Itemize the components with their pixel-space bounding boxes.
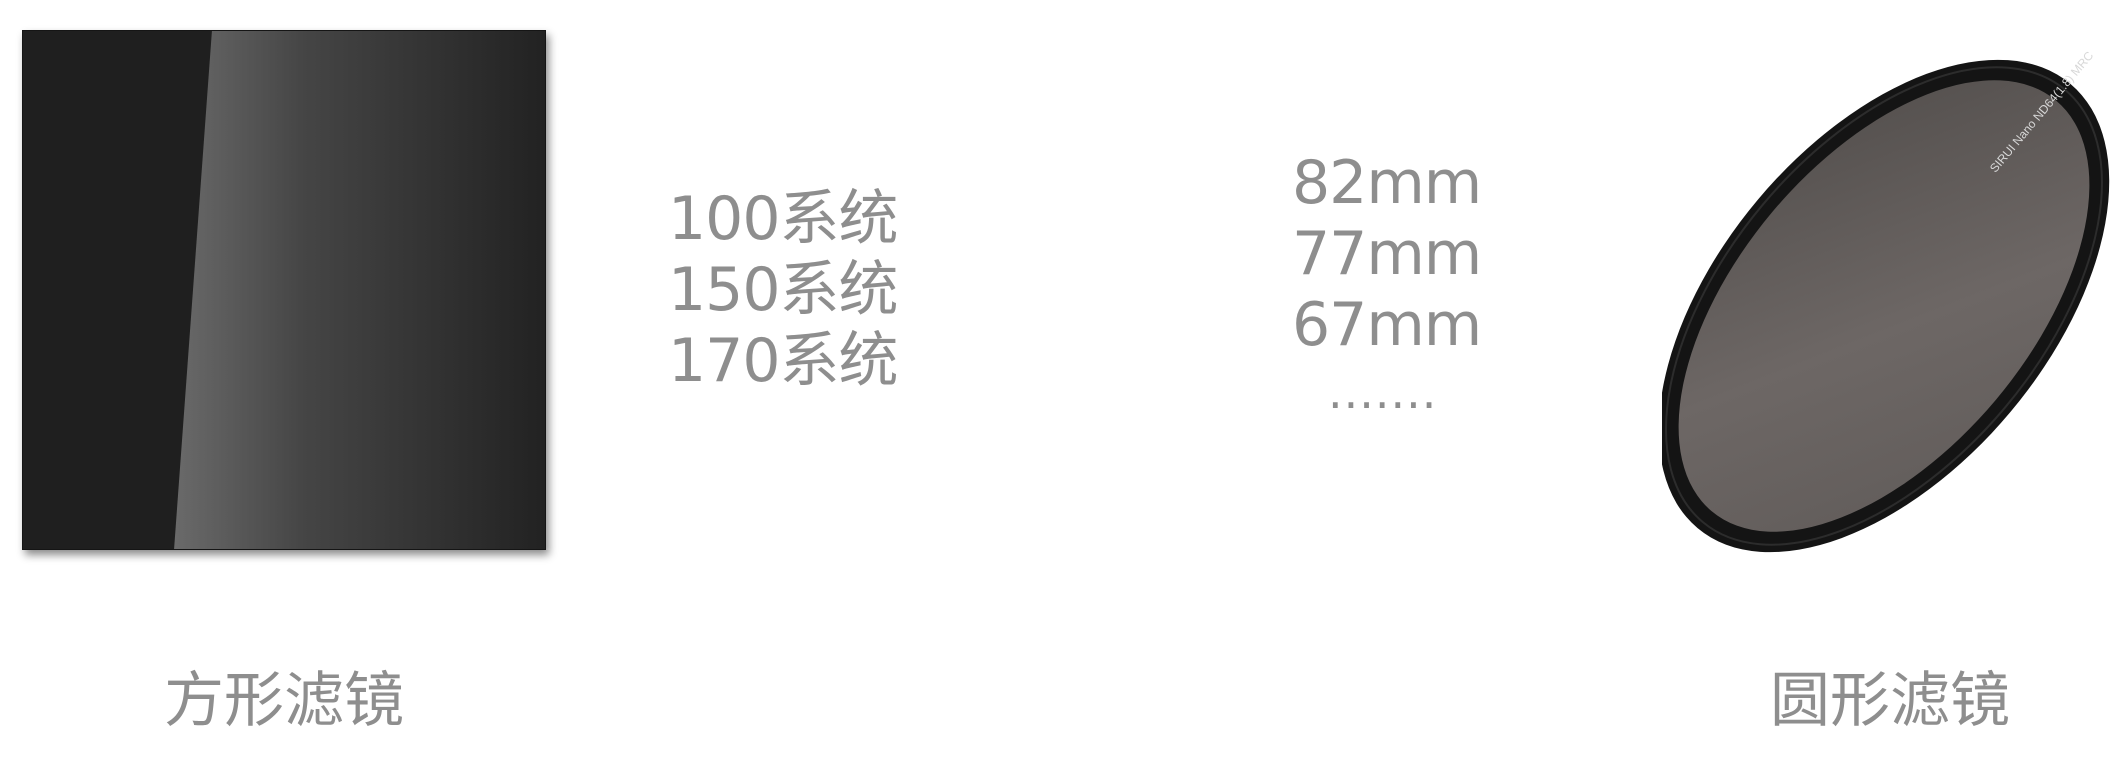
square-size-item: 100系统 [668,184,899,254]
square-size-item: 150系统 [668,255,899,325]
round-filter-caption: 圆形滤镜 [1770,666,2010,736]
square-size-item: 170系统 [668,326,899,396]
square-filter-size-list: 100系统 150系统 170系统 [668,184,899,397]
square-filter-reflection [174,30,546,550]
more-sizes-ellipsis: ....... [1328,365,1438,419]
round-filter-image: SIRUI Nano ND64(1.8) MRC [1662,30,2114,590]
square-filter-image [22,30,546,550]
round-size-item: 77mm [1292,219,1482,289]
round-size-item: 67mm [1292,290,1482,360]
round-filter-glass [1678,80,2090,532]
square-filter-graphic [22,30,546,550]
round-filter-ring-edge [1665,66,2103,546]
round-filter-graphic: SIRUI Nano ND64(1.8) MRC [1662,48,2110,553]
round-filter-size-list: 82mm 77mm 67mm [1292,148,1482,361]
square-filter-caption: 方形滤镜 [164,666,404,736]
round-size-item: 82mm [1292,148,1482,218]
